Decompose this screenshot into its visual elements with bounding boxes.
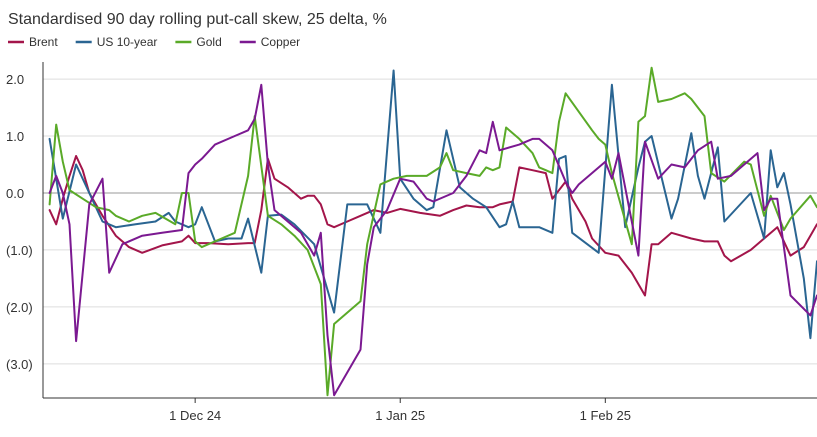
- axes: 2.0 1.0 0.0 (1.0) (2.0) (3.0) 1 Dec 24 1 Jan 25…: [6, 62, 817, 423]
- y-tick-label: (2.0): [6, 300, 33, 315]
- legend-item-copper: Copper: [239, 35, 300, 49]
- x-tick-label: 1 Dec 24: [169, 408, 221, 423]
- y-tick-label: 1.0: [6, 129, 24, 144]
- legend-item-gold: Gold: [175, 35, 222, 49]
- series-lines: [48, 66, 817, 397]
- legend-label: Gold: [196, 35, 221, 49]
- legend: Brent US 10-year Gold Copper: [8, 35, 300, 49]
- y-tick-label: (3.0): [6, 357, 33, 372]
- y-tick-label: (1.0): [6, 243, 33, 258]
- series-line-us-10-year: [48, 69, 817, 340]
- series-line-copper: [48, 83, 817, 397]
- chart-title: Standardised 90 day rolling put-call ske…: [8, 11, 387, 28]
- y-tick-label: 2.0: [6, 72, 24, 87]
- x-tick-label: 1 Jan 25: [375, 408, 425, 423]
- y-tick-label: 0.0: [6, 186, 24, 201]
- legend-item-brent: Brent: [8, 35, 58, 49]
- legend-label: Brent: [29, 35, 58, 49]
- legend-item-us-10-year: US 10-year: [75, 35, 158, 49]
- series-line-gold: [48, 66, 817, 397]
- grid-lines: [43, 78, 817, 365]
- legend-label: US 10-year: [97, 35, 158, 49]
- legend-label: Copper: [261, 35, 300, 49]
- x-tick-label: 1 Feb 25: [580, 408, 631, 423]
- series-line-brent: [48, 155, 817, 297]
